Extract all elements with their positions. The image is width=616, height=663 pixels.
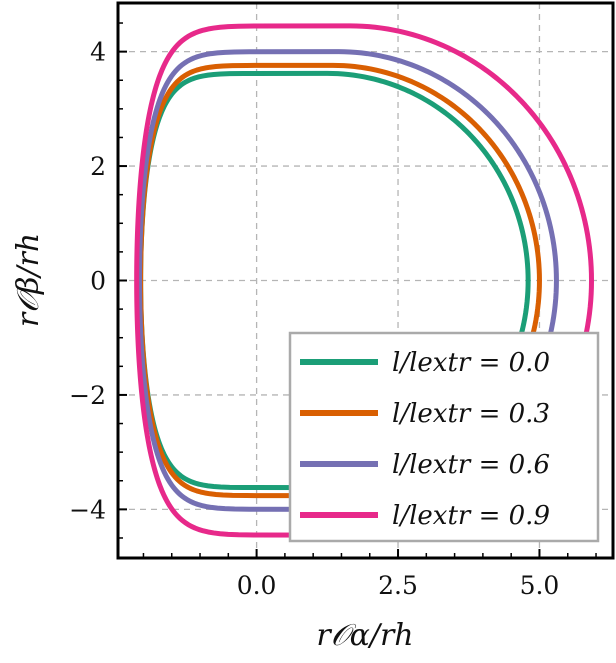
y-tick-label: 2	[90, 152, 106, 181]
legend-box	[288, 331, 600, 543]
x-tick-label: 0.0	[237, 571, 277, 600]
x-tick-label: 5.0	[520, 571, 560, 600]
y-axis-label: r𝒪β/rh	[11, 233, 46, 327]
legend-label: l/lextr = 0.6	[392, 450, 550, 480]
ticks: 0.0 2.5 5.0 −4 −2 0 2 4	[69, 22, 597, 600]
legend-label: l/lextr = 0.0	[392, 348, 550, 378]
y-tick-label: −2	[69, 381, 106, 410]
y-tick-label: 4	[90, 38, 106, 67]
legend-label: l/lextr = 0.9	[392, 501, 550, 531]
x-tick-label: 2.5	[378, 571, 418, 600]
y-tick-label: 0	[90, 267, 106, 296]
legend: l/lextr = 0.0 l/lextr = 0.3 l/lextr = 0.6 l…	[288, 331, 600, 543]
legend-label: l/lextr = 0.3	[392, 399, 550, 429]
x-axis-label: r𝒪α/rh	[316, 618, 413, 653]
y-tick-label: −4	[69, 495, 106, 524]
